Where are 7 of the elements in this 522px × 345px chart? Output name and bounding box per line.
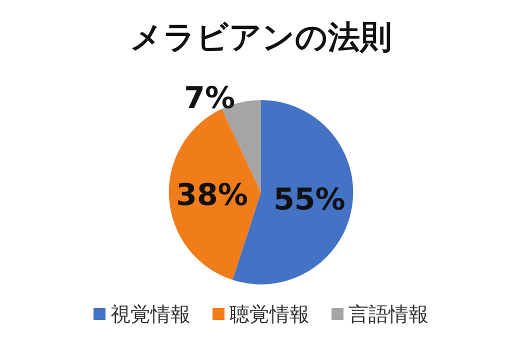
data-label: 38% [176,178,248,213]
data-label: 55% [274,182,346,218]
legend-label: 聴覚情報 [230,302,310,326]
chart-title: メラビアンの法則 [130,18,392,56]
legend-label: 言語情報 [348,302,428,326]
data-label: 7% [184,80,236,116]
legend-label: 視覚情報 [110,302,190,326]
